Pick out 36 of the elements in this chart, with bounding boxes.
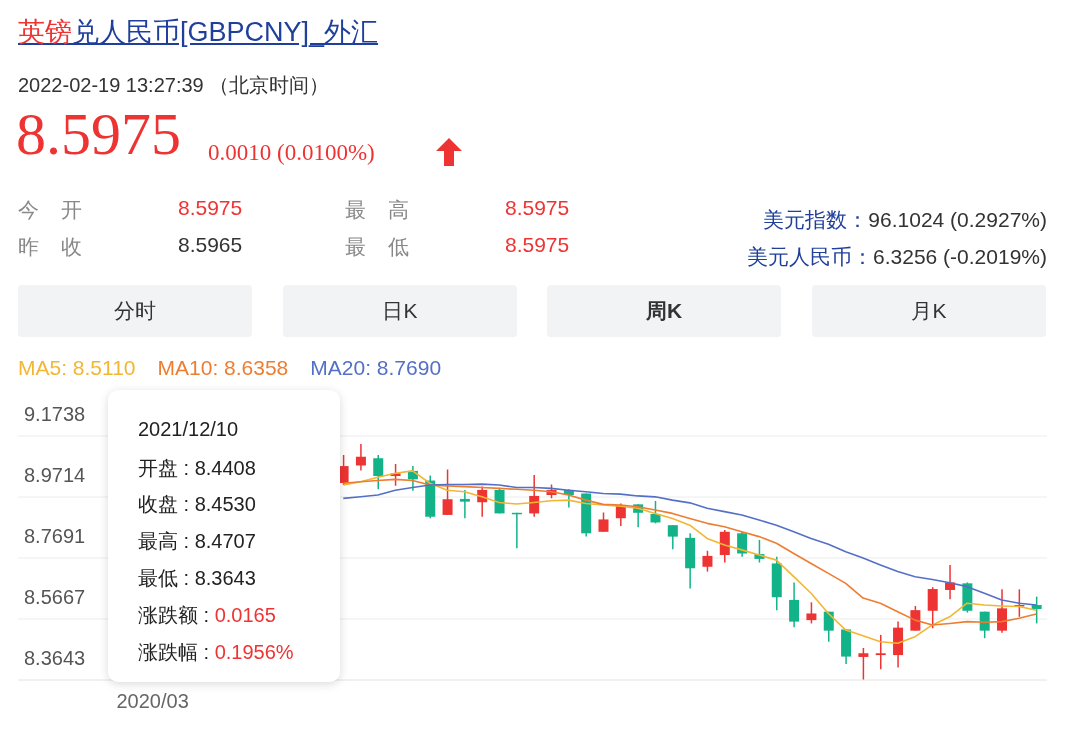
text: 8.5975 [505, 233, 570, 257]
text: 8.5965 [178, 233, 243, 257]
annotation: 最高 : 8.4707 [138, 529, 256, 554]
text: 6.3256 (-0.2019%) [873, 245, 1047, 268]
annotation: 开盘 : 8.4408 [138, 456, 256, 481]
y-tick-label: 8.5667 [24, 586, 86, 609]
text: 8.5975 [16, 100, 181, 169]
text: 昨 收 [18, 234, 90, 260]
tab-button: 日K [283, 285, 517, 337]
text: MA5: 8.5110 [18, 356, 136, 380]
annotation: 涨跌幅 : 0.1956% [138, 640, 294, 665]
tab-button: 分时 [18, 285, 252, 337]
text: 8.5975 [505, 196, 570, 220]
tab-button: 周K [547, 285, 781, 337]
text: 最 低 [345, 234, 417, 260]
x-tick-label: 2020/03 [116, 690, 189, 713]
annotation: 最低 : 8.3643 [138, 566, 256, 591]
y-tick-label: 9.1738 [24, 403, 86, 426]
annotation: 2021/12/10 [138, 418, 239, 441]
y-tick-label: 8.3643 [24, 647, 86, 670]
y-tick-label: 8.7691 [24, 525, 86, 548]
text: MA10: 8.6358 [157, 356, 289, 380]
text: 最 高 [345, 197, 417, 223]
text: 美元指数： [763, 208, 869, 231]
y-tick-label: 8.9714 [24, 464, 86, 487]
text: 96.1024 (0.2927%) [868, 208, 1047, 231]
text: 8.5975 [178, 196, 243, 220]
text: 今 开 [18, 197, 90, 223]
annotation: 涨跌额 : 0.0165 [138, 603, 276, 628]
annotation: 收盘 : 8.4530 [138, 492, 256, 517]
text: 0.0010 (0.0100%) [208, 140, 375, 166]
chart-subtitle: 2022-02-19 13:27:39 （北京时间） [18, 73, 330, 98]
chart-title: 英镑兑人民币[GBPCNY]_外汇 [18, 16, 379, 49]
text: 美元人民币： [747, 245, 874, 268]
tab-button: 月K [812, 285, 1046, 337]
text: MA20: 8.7690 [310, 356, 442, 380]
